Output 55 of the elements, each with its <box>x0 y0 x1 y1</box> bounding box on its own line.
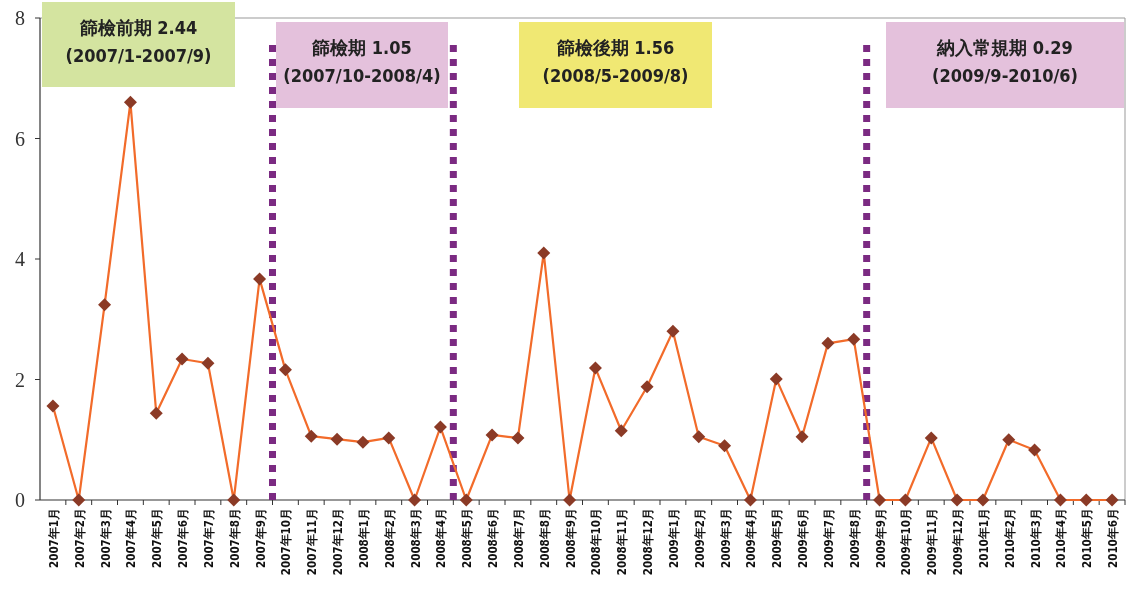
x-tick-label: 2009年5月 <box>770 508 785 568</box>
annotation: (2008/5-2009/8) <box>542 65 689 86</box>
x-tick-label: 2008年6月 <box>486 508 501 568</box>
y-tick-label: 0 <box>15 489 25 511</box>
x-tick-label: 2008年3月 <box>408 508 423 568</box>
x-tick-label: 2008年9月 <box>563 508 578 568</box>
x-tick-label: 2009年11月 <box>925 508 940 576</box>
x-tick-label: 2008年2月 <box>382 508 397 568</box>
x-tick-label: 2009年8月 <box>847 508 862 568</box>
x-tick-label: 2008年1月 <box>356 508 371 568</box>
y-tick-label: 6 <box>15 127 25 150</box>
y-tick-label: 2 <box>15 368 25 391</box>
x-tick-label: 2009年6月 <box>796 508 811 568</box>
x-tick-label: 2007年9月 <box>253 508 268 568</box>
x-tick-label: 2009年3月 <box>718 508 733 568</box>
x-tick-label: 2008年12月 <box>641 508 656 576</box>
x-tick-label: 2007年3月 <box>98 508 113 568</box>
x-tick-label: 2010年3月 <box>1028 508 1043 568</box>
x-tick-label: 2008年4月 <box>434 508 449 568</box>
x-tick-label: 2010年5月 <box>1080 508 1095 568</box>
x-tick-label: 2009年2月 <box>692 508 707 568</box>
x-tick-label: 2010年1月 <box>976 508 991 568</box>
x-tick-label: 2009年12月 <box>951 508 966 576</box>
x-tick-label: 2009年4月 <box>744 508 759 568</box>
x-tick-label: 2007年5月 <box>150 508 165 568</box>
x-tick-label: 2007年1月 <box>46 508 61 568</box>
x-tick-label: 2010年6月 <box>1106 508 1121 568</box>
x-tick-label: 2008年7月 <box>511 508 526 568</box>
x-tick-label: 2010年2月 <box>1002 508 1017 568</box>
y-tick-label: 4 <box>15 248 25 270</box>
annotation: (2007/10-2008/4) <box>283 65 441 86</box>
x-tick-label: 2009年9月 <box>873 508 888 568</box>
x-tick-label: 2009年1月 <box>666 508 681 568</box>
annotation: (2007/1-2007/9) <box>65 45 212 66</box>
x-tick-label: 2007年6月 <box>176 508 191 568</box>
x-tick-label: 2007年11月 <box>305 508 320 576</box>
x-tick-label: 2008年10月 <box>589 508 604 576</box>
annotation: (2009/9-2010/6) <box>931 65 1079 86</box>
x-tick-label: 2009年10月 <box>899 508 914 576</box>
annotation: 納入常規期 0.29 <box>936 37 1073 58</box>
x-tick-label: 2008年8月 <box>537 508 552 568</box>
x-tick-label: 2007年2月 <box>72 508 87 568</box>
x-tick-label: 2008年5月 <box>460 508 475 568</box>
x-tick-label: 2009年7月 <box>821 508 836 568</box>
x-tick-label: 2007年8月 <box>227 508 242 568</box>
x-tick-label: 2008年11月 <box>615 508 630 576</box>
annotation: 篩檢期 1.05 <box>311 37 412 58</box>
annotation: 篩檢後期 1.56 <box>555 37 675 58</box>
x-tick-label: 2007年10月 <box>279 508 294 576</box>
x-tick-label: 2007年7月 <box>201 508 216 568</box>
x-tick-label: 2010年4月 <box>1054 508 1069 568</box>
x-tick-label: 2007年4月 <box>124 508 139 568</box>
annotation: 篩檢前期 2.44 <box>78 17 198 38</box>
y-tick-label: 8 <box>15 7 25 29</box>
x-tick-label: 2007年12月 <box>331 508 346 576</box>
